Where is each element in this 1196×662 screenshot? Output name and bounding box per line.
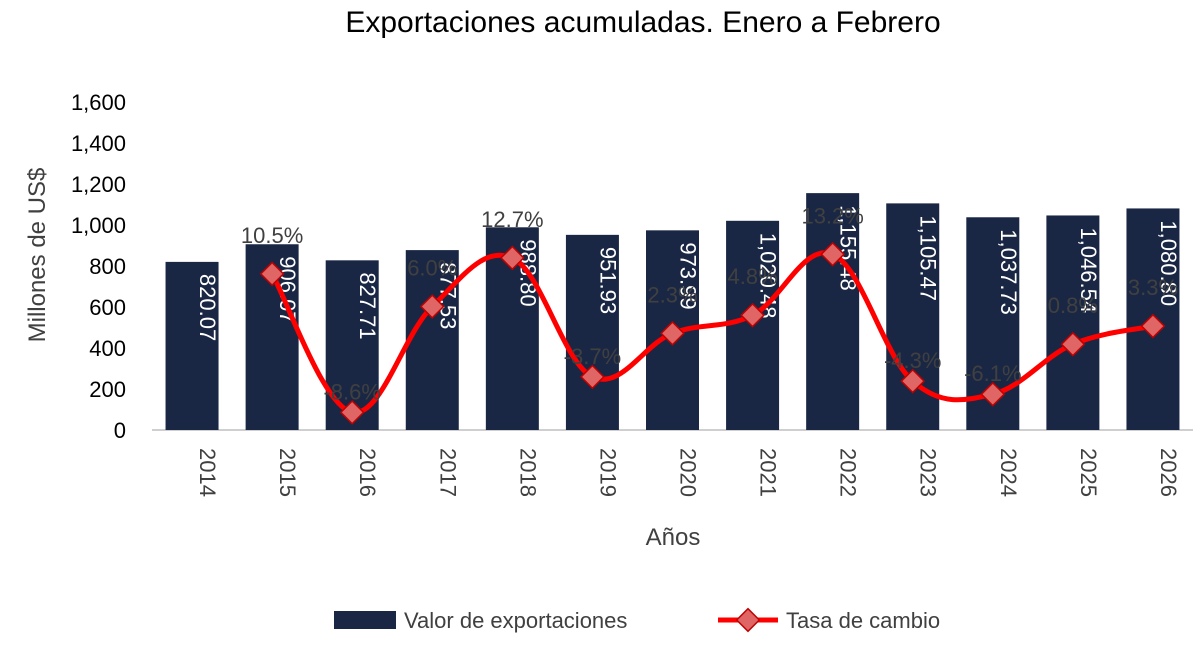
bar-value-label: 1,080.80 <box>1156 220 1181 306</box>
x-tick-label: 2016 <box>355 448 380 497</box>
x-tick-label: 2019 <box>595 448 620 497</box>
rate-label: 6.0% <box>407 256 457 281</box>
x-tick-label: 2017 <box>435 448 460 497</box>
x-axis-ticks: 2014 2015 2016 2017 2018 2019 2020 2021 2022 2023… <box>195 448 1181 497</box>
bar-value-label: 951.93 <box>595 247 620 314</box>
bar <box>1046 215 1100 430</box>
rate-label: 3.3% <box>1128 275 1178 300</box>
rate-marker <box>1060 331 1086 357</box>
x-tick-label: 2022 <box>836 448 861 497</box>
bar-value-label: 1,046.54 <box>1076 227 1101 313</box>
y-tick-label: 1,600 <box>71 90 126 115</box>
y-tick-label: 1,400 <box>71 131 126 156</box>
rate-marker <box>1140 313 1166 339</box>
rate-marker <box>580 364 605 390</box>
rate-marker <box>820 241 846 267</box>
rate-label: -6.1% <box>964 361 1021 386</box>
rate-label: 12.7% <box>481 207 543 232</box>
bar <box>806 193 860 430</box>
x-tick-label: 2018 <box>515 448 540 497</box>
y-axis-ticks: 0 200 400 600 800 1,000 1,200 1,400 1,600 <box>71 90 126 443</box>
bar-value-label: 1,037.73 <box>996 229 1021 315</box>
legend-swatch-marker <box>735 607 761 633</box>
x-tick-label: 2025 <box>1076 448 1101 497</box>
rate-label: 2.3% <box>647 282 697 307</box>
x-tick-label: 2024 <box>996 448 1021 497</box>
y-tick-label: 1,000 <box>71 213 126 238</box>
legend-label-bar: Valor de exportaciones <box>404 608 627 633</box>
x-tick-label: 2020 <box>676 448 701 497</box>
rate-marker <box>499 245 525 271</box>
bar-value-label: 1,105.47 <box>916 215 941 301</box>
x-tick-label: 2026 <box>1156 448 1181 497</box>
y-tick-label: 600 <box>89 295 126 320</box>
legend-swatch-bar <box>334 611 396 629</box>
rate-line-series <box>259 241 1166 425</box>
rate-marker <box>339 399 365 425</box>
legend: Valor de exportaciones Tasa de cambio <box>334 607 940 633</box>
bar <box>565 234 619 430</box>
bar <box>405 250 459 430</box>
rate-label: 4.8% <box>727 264 777 289</box>
y-axis-title: Millones de US$ <box>24 168 51 343</box>
bar-value-label: 827.71 <box>355 272 380 339</box>
bar-value-label: 877.53 <box>435 262 460 329</box>
rate-marker <box>259 261 285 287</box>
y-tick-label: 0 <box>114 418 126 443</box>
rate-marker <box>740 302 765 328</box>
y-tick-label: 800 <box>89 254 126 279</box>
rate-marker <box>980 381 1006 407</box>
x-tick-label: 2015 <box>275 448 300 497</box>
y-tick-label: 400 <box>89 336 126 361</box>
rate-labels: 10.5% -8.6% 6.0% 12.7% -3.7% 2.3% 4.8% 13.2% -4.… <box>241 203 1178 404</box>
rate-label: -8.6% <box>323 379 380 404</box>
rate-label: 0.8% <box>1048 293 1098 318</box>
legend-label-line: Tasa de cambio <box>786 608 940 633</box>
rate-label: 13.2% <box>801 203 863 228</box>
rate-label: -4.3% <box>884 348 941 373</box>
bars <box>165 193 1180 430</box>
rate-marker <box>900 368 926 394</box>
x-tick-label: 2021 <box>756 448 781 497</box>
bar <box>165 261 219 430</box>
rate-marker <box>660 320 685 346</box>
x-tick-label: 2014 <box>195 448 220 497</box>
chart-title: Exportaciones acumuladas. Enero a Febrer… <box>345 6 940 39</box>
rate-marker <box>419 294 445 319</box>
rate-label: -3.7% <box>564 344 621 369</box>
x-tick-label: 2023 <box>916 448 941 497</box>
rate-label: 10.5% <box>241 223 303 248</box>
bar-value-label: 973.99 <box>676 242 701 309</box>
bar-value-label: 820.07 <box>195 274 220 341</box>
y-tick-label: 200 <box>89 377 126 402</box>
y-tick-label: 1,200 <box>71 172 126 197</box>
x-axis-title: Años <box>646 524 701 551</box>
